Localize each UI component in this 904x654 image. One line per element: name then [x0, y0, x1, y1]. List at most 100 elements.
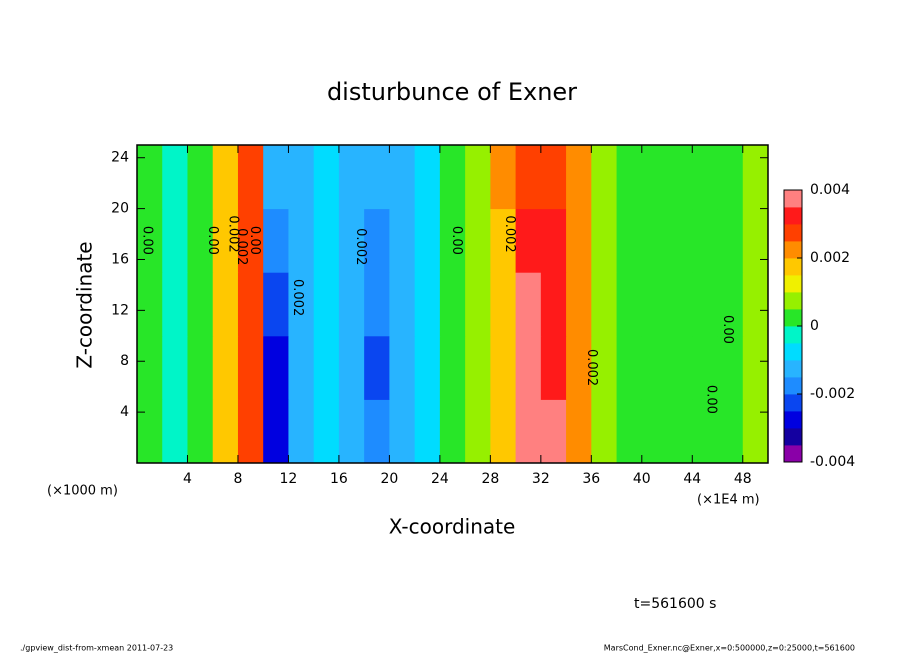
colorbar-band — [784, 343, 802, 361]
heat-cell — [237, 145, 264, 210]
heat-cell — [263, 272, 289, 337]
heat-cell — [439, 272, 466, 337]
colorbar-band — [784, 394, 802, 412]
heat-cell — [137, 272, 163, 337]
heat-cell — [263, 145, 289, 210]
heat-cell — [616, 399, 643, 464]
heat-cell — [237, 399, 264, 464]
heat-cell — [364, 145, 390, 210]
heat-cell — [364, 208, 390, 273]
heat-cell — [616, 335, 643, 400]
heat-cell — [515, 145, 542, 210]
heat-cell — [515, 272, 542, 337]
heat-cell — [137, 208, 163, 273]
x-tick-label: 32 — [532, 471, 550, 487]
x-tick-label: 28 — [481, 471, 499, 487]
heat-cell — [490, 399, 517, 464]
heat-cell — [313, 145, 340, 210]
heat-cell — [439, 208, 466, 273]
heat-cell — [364, 399, 390, 464]
heat-cell — [540, 335, 567, 400]
heat-cell — [162, 335, 188, 400]
heat-cell — [616, 272, 643, 337]
y-tick-label: 24 — [111, 150, 129, 166]
heat-cell — [389, 208, 416, 273]
colorbar-band — [784, 445, 802, 463]
heat-cell — [237, 335, 264, 400]
heat-cell — [566, 272, 592, 337]
colorbar-band — [784, 190, 802, 208]
x-tick-label: 36 — [582, 471, 600, 487]
heat-cell — [692, 145, 719, 210]
heat-cell — [667, 208, 693, 273]
heat-cell — [742, 399, 769, 464]
heat-cell — [641, 208, 668, 273]
heat-cell — [490, 208, 517, 273]
heat-cell — [439, 399, 466, 464]
heat-cell — [338, 399, 365, 464]
y-tick-label: 12 — [111, 302, 129, 318]
y-tick-label: 20 — [111, 201, 129, 217]
heat-cell — [667, 145, 693, 210]
heat-cell — [465, 272, 491, 337]
y-tick-label: 8 — [120, 353, 129, 369]
heat-cell — [212, 272, 239, 337]
footer-right: MarsCond_Exner.nc@Exner,x=0:500000,z=0:2… — [604, 644, 855, 653]
contour-label: 0.00 — [140, 226, 155, 255]
heat-cell — [667, 335, 693, 400]
colorbar-label: -0.002 — [810, 386, 855, 402]
y-tick-label: 4 — [120, 404, 129, 420]
heat-cell — [237, 208, 264, 273]
heat-cell — [490, 335, 517, 400]
heat-cell — [490, 145, 517, 210]
heat-cell — [591, 335, 618, 400]
heat-cell — [338, 145, 365, 210]
x-tick-label: 8 — [233, 471, 242, 487]
heat-cell — [641, 335, 668, 400]
heat-cell — [162, 208, 188, 273]
heat-cell — [540, 399, 567, 464]
heat-cell — [591, 399, 618, 464]
heat-cell — [742, 145, 769, 210]
heat-cell — [162, 272, 188, 337]
heat-cell — [187, 335, 214, 400]
heat-cell — [540, 208, 567, 273]
heat-cell — [212, 335, 239, 400]
contour-label: 0.00 — [704, 385, 719, 414]
heat-cell — [566, 208, 592, 273]
contour-label: 0.00 — [247, 226, 262, 255]
colorbar-band — [784, 207, 802, 225]
x-tick-label: 44 — [683, 471, 701, 487]
heat-cell — [338, 272, 365, 337]
colorbar-label: -0.004 — [810, 454, 855, 470]
heat-cell — [742, 208, 769, 273]
heat-cell — [591, 272, 618, 337]
heat-cell — [616, 145, 643, 210]
heat-cell — [717, 335, 744, 400]
colorbar-band — [784, 411, 802, 429]
heat-cell — [338, 208, 365, 273]
contour-label: 0.002 — [502, 215, 517, 252]
heat-cell — [187, 272, 214, 337]
heat-cell — [465, 145, 491, 210]
heat-cell — [465, 335, 491, 400]
contour-label: 0.002 — [290, 279, 305, 316]
heat-cell — [641, 272, 668, 337]
contour-label: 0.002 — [353, 228, 368, 265]
heat-cell — [364, 272, 390, 337]
heat-cell — [389, 399, 416, 464]
heat-cell — [439, 145, 466, 210]
heat-cell — [641, 399, 668, 464]
footer-left: ./gpview_dist-from-xmean 2011-07-23 — [20, 644, 173, 653]
x-tick-label: 24 — [431, 471, 449, 487]
heat-cell — [465, 399, 491, 464]
heat-cell — [717, 399, 744, 464]
heat-cell — [389, 145, 416, 210]
heat-cell — [515, 399, 542, 464]
heat-cell — [515, 335, 542, 400]
heat-cell — [288, 208, 315, 273]
colorbar-band — [784, 428, 802, 446]
heat-cell — [288, 272, 315, 337]
heat-cell — [742, 272, 769, 337]
